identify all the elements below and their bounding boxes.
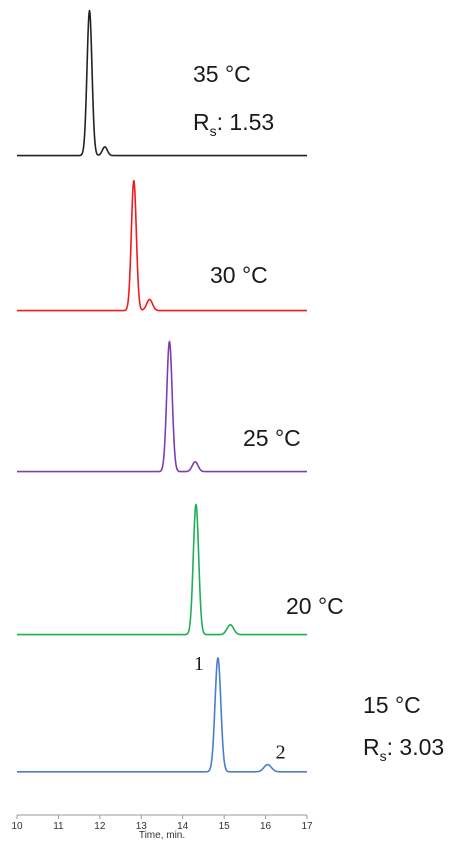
x-tick-label: 16 <box>260 821 272 832</box>
x-tick-label: 10 <box>11 821 23 832</box>
traces-group <box>16 9 308 773</box>
resolution-label: Rs: 3.03 <box>363 734 444 764</box>
peak-number-label: 2 <box>276 742 286 764</box>
x-axis: 10 11 12 13 14 15 16 17 Time, min. <box>11 814 313 841</box>
trace-1 <box>16 9 308 157</box>
resolution-symbol: R <box>363 734 380 760</box>
resolution-symbol: R <box>193 109 210 135</box>
x-tick-label: 12 <box>94 821 106 832</box>
temperature-label: 20 °C <box>286 593 344 619</box>
x-tick-label: 15 <box>219 821 231 832</box>
x-tick-label: 17 <box>301 821 313 832</box>
trace-2 <box>16 179 308 312</box>
resolution-value: : 1.53 <box>217 109 275 135</box>
temperature-label: 35 °C <box>193 61 251 87</box>
x-tick-label: 14 <box>177 821 189 832</box>
resolution-label: Rs: 1.53 <box>193 109 274 139</box>
resolution-subscript: s <box>380 748 387 764</box>
temperature-label: 30 °C <box>210 262 268 288</box>
x-tick-label: 13 <box>136 821 148 832</box>
temperature-label: 25 °C <box>243 425 301 451</box>
x-ticks: 10 11 12 13 14 15 16 17 <box>11 815 313 832</box>
x-tick-label: 11 <box>53 821 64 832</box>
resolution-subscript: s <box>210 123 217 139</box>
x-axis-title: Time, min. <box>139 830 185 841</box>
temperature-label: 15 °C <box>363 692 421 718</box>
peak-number-label: 1 <box>194 653 204 675</box>
trace-3 <box>16 340 308 473</box>
trace-4 <box>16 503 308 636</box>
trace-5 <box>16 657 308 773</box>
resolution-value: : 3.03 <box>387 734 445 760</box>
